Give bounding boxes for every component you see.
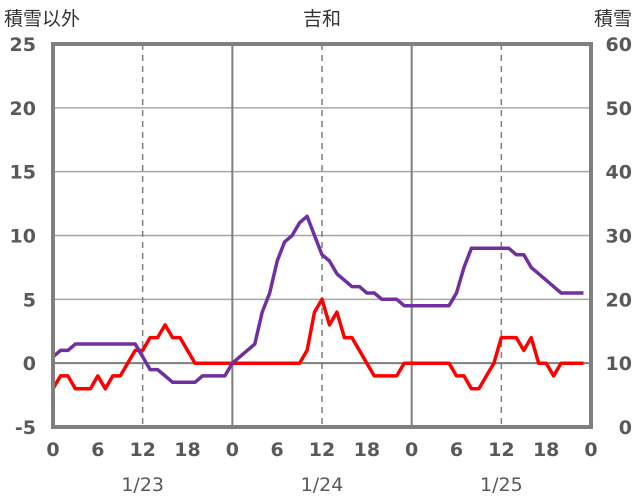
x-tick-label: 12 — [129, 439, 155, 461]
date-label: 1/25 — [480, 474, 523, 496]
x-tick-label: 6 — [271, 439, 284, 461]
x-tick-label: 6 — [91, 439, 104, 461]
right-tick-label: 40 — [606, 162, 632, 184]
chart-title: 吉和 — [303, 8, 341, 30]
plot-frame — [51, 42, 593, 429]
left-tick-label: 5 — [23, 289, 36, 311]
right-tick-label: 50 — [606, 98, 632, 120]
x-tick-label: 12 — [488, 439, 514, 461]
x-tick-label: 18 — [174, 439, 200, 461]
right-tick-label: 0 — [619, 417, 632, 439]
series-line-left — [51, 297, 584, 391]
left-tick-label: 0 — [23, 353, 36, 375]
x-tick-label: 6 — [450, 439, 463, 461]
left-tick-label: 25 — [10, 34, 36, 56]
left-axis-label: 積雪以外 — [4, 8, 80, 30]
date-label: 1/24 — [301, 474, 344, 496]
series-lines — [51, 214, 584, 391]
x-tick-label: 0 — [46, 439, 59, 461]
left-tick-label: 20 — [10, 98, 36, 120]
x-tick-label: 12 — [309, 439, 335, 461]
x-tick-label: 18 — [533, 439, 559, 461]
right-tick-label: 30 — [606, 226, 632, 248]
right-tick-label: 60 — [606, 34, 632, 56]
left-tick-label: -5 — [15, 417, 36, 439]
right-axis-label: 積雪 — [594, 8, 632, 30]
right-tick-label: 20 — [606, 289, 632, 311]
date-label: 1/23 — [121, 474, 164, 496]
right-tick-label: 10 — [606, 353, 632, 375]
x-tick-label: 18 — [354, 439, 380, 461]
left-tick-label: 10 — [10, 226, 36, 248]
x-tick-label: 0 — [405, 439, 418, 461]
x-tick-label: 0 — [584, 439, 597, 461]
series-line-right — [51, 214, 584, 385]
x-tick-label: 0 — [226, 439, 239, 461]
left-tick-label: 15 — [10, 162, 36, 184]
